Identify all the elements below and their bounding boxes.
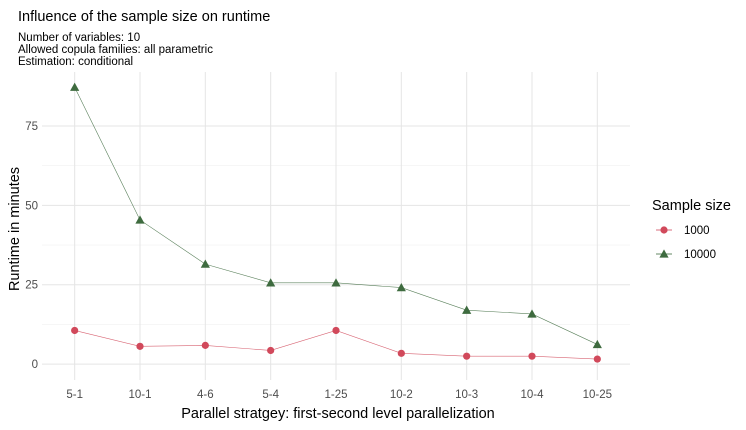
x-tick-label: 10-4: [520, 389, 544, 401]
x-axis-tick-labels: 5-1 10-1 4-6 5-4 1-25 10-2 10-3 10-4 10-25: [66, 389, 612, 401]
y-tick-label: 50: [25, 200, 38, 212]
x-tick-label: 10-25: [583, 389, 612, 401]
data-point: [592, 339, 602, 349]
data-point: [201, 341, 209, 349]
data-point: [331, 278, 341, 287]
series-10000: [70, 82, 602, 349]
data-point: [135, 215, 145, 224]
legend-label: 10000: [684, 249, 716, 261]
data-point: [266, 278, 276, 287]
data-point: [528, 352, 536, 360]
x-tick-label: 10-1: [128, 389, 151, 401]
y-tick-label: 75: [25, 121, 38, 133]
chart-title: Influence of the sample size on runtime: [18, 9, 270, 25]
legend: Sample size 1000 10000: [652, 198, 731, 261]
x-tick-label: 5-4: [262, 389, 279, 401]
data-point: [70, 82, 80, 91]
chart-subtitle-line-2: Allowed copula families: all parametric: [18, 44, 213, 56]
legend-label: 1000: [684, 225, 710, 237]
data-point: [332, 326, 340, 335]
legend-marker: [659, 249, 669, 258]
legend-key-1000: 1000: [656, 225, 710, 237]
y-tick-label: 25: [25, 280, 38, 292]
x-axis-title: Parallel stratgey: first-second level pa…: [181, 406, 495, 422]
series-1000: [71, 326, 601, 363]
x-tick-label: 10-2: [390, 389, 413, 401]
chart-subtitle-line-3: Estimation: conditional: [18, 56, 133, 68]
data-point: [136, 342, 144, 350]
chart-subtitle-line-1: Number of variables: 10: [18, 32, 140, 44]
x-tick-label: 10-3: [455, 389, 478, 401]
data-point: [397, 349, 405, 357]
data-point: [71, 326, 79, 335]
data-point: [396, 283, 406, 292]
y-tick-label: 0: [32, 359, 38, 371]
legend-title: Sample size: [652, 198, 731, 214]
x-tick-label: 5-1: [66, 389, 83, 401]
data-series: [70, 82, 602, 363]
legend-marker: [660, 226, 668, 234]
y-axis-tick-labels: 0 25 50 75: [25, 121, 38, 371]
data-point: [200, 259, 210, 268]
data-point: [593, 355, 601, 363]
data-point: [527, 309, 537, 318]
x-tick-label: 1-25: [324, 389, 347, 401]
data-point: [267, 346, 275, 355]
x-tick-label: 4-6: [197, 389, 214, 401]
y-axis-title: Runtime in minutes: [7, 167, 23, 291]
legend-key-10000: 10000: [656, 249, 716, 261]
data-point: [463, 352, 471, 360]
data-point: [462, 305, 472, 314]
